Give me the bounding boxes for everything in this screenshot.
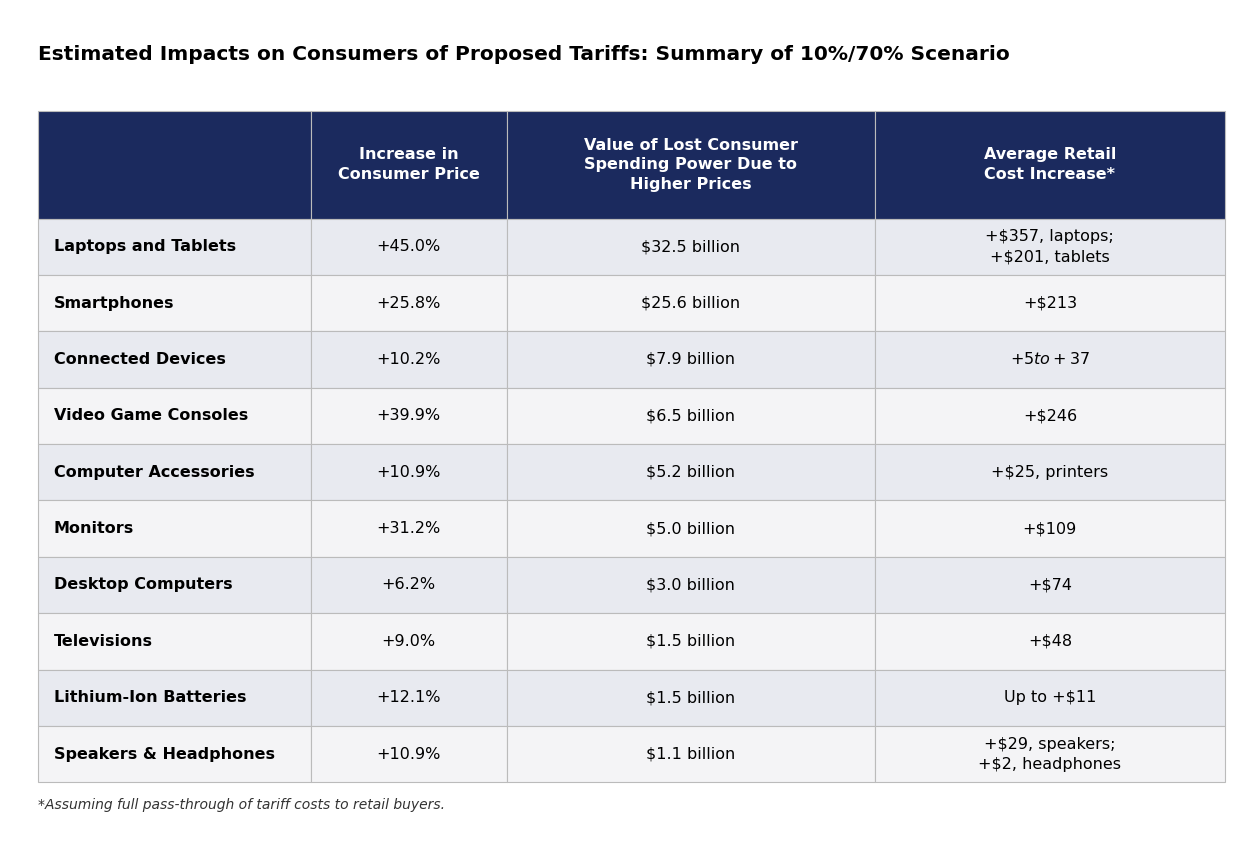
Bar (506, 500, 875, 557)
Bar (506, 331, 875, 387)
Bar (875, 219, 1225, 275)
Bar (875, 111, 1225, 219)
Text: $5.2 billion: $5.2 billion (646, 465, 735, 480)
Text: Monitors: Monitors (54, 521, 134, 536)
Text: +10.2%: +10.2% (376, 352, 441, 367)
Bar (310, 387, 506, 444)
Text: $1.5 billion: $1.5 billion (646, 690, 735, 705)
Text: Up to +$11: Up to +$11 (1004, 690, 1096, 705)
Bar (506, 219, 875, 275)
Text: +39.9%: +39.9% (376, 409, 441, 423)
Bar (38, 500, 310, 557)
Bar (875, 331, 1225, 387)
Bar (310, 331, 506, 387)
Bar (310, 613, 506, 669)
Text: +31.2%: +31.2% (376, 521, 441, 536)
Text: $6.5 billion: $6.5 billion (646, 409, 735, 423)
Bar (506, 111, 875, 219)
Bar (310, 444, 506, 500)
Text: +$25, printers: +$25, printers (991, 465, 1109, 480)
Bar (310, 500, 506, 557)
Bar (506, 669, 875, 726)
Bar (506, 275, 875, 331)
Bar (506, 557, 875, 613)
Bar (875, 387, 1225, 444)
Text: +$109: +$109 (1022, 521, 1078, 536)
Bar (506, 613, 875, 669)
Text: +$246: +$246 (1022, 409, 1078, 423)
Text: +6.2%: +6.2% (381, 577, 436, 593)
Text: +10.9%: +10.9% (376, 746, 441, 762)
Text: $25.6 billion: $25.6 billion (641, 296, 740, 310)
Text: +10.9%: +10.9% (376, 465, 441, 480)
Text: Televisions: Televisions (54, 634, 152, 649)
Text: *Assuming full pass-through of tariff costs to retail buyers.: *Assuming full pass-through of tariff co… (38, 798, 445, 811)
Text: $1.5 billion: $1.5 billion (646, 634, 735, 649)
Text: Estimated Impacts on Consumers of Proposed Tariffs: Summary of 10%/70% Scenario: Estimated Impacts on Consumers of Propos… (38, 45, 1009, 64)
Text: +$74: +$74 (1028, 577, 1071, 593)
Bar (310, 275, 506, 331)
Bar (506, 444, 875, 500)
Bar (38, 726, 310, 782)
Text: Value of Lost Consumer
Spending Power Due to
Higher Prices: Value of Lost Consumer Spending Power Du… (584, 138, 798, 192)
Bar (875, 726, 1225, 782)
Text: Connected Devices: Connected Devices (54, 352, 226, 367)
Text: $3.0 billion: $3.0 billion (646, 577, 735, 593)
Text: +45.0%: +45.0% (376, 239, 441, 254)
Text: $5.0 billion: $5.0 billion (646, 521, 735, 536)
Bar (875, 669, 1225, 726)
Text: +$213: +$213 (1022, 296, 1078, 310)
Bar (310, 726, 506, 782)
Text: $32.5 billion: $32.5 billion (641, 239, 740, 254)
Text: Speakers & Headphones: Speakers & Headphones (54, 746, 275, 762)
Bar (38, 111, 310, 219)
Bar (875, 500, 1225, 557)
Text: +$48: +$48 (1028, 634, 1072, 649)
Bar (875, 613, 1225, 669)
Text: +25.8%: +25.8% (376, 296, 441, 310)
Bar (38, 669, 310, 726)
Text: Increase in
Consumer Price: Increase in Consumer Price (338, 147, 480, 182)
Bar (38, 331, 310, 387)
Text: Smartphones: Smartphones (54, 296, 174, 310)
Bar (875, 275, 1225, 331)
Bar (38, 387, 310, 444)
Bar (875, 557, 1225, 613)
Text: $7.9 billion: $7.9 billion (646, 352, 735, 367)
Text: +12.1%: +12.1% (376, 690, 441, 705)
Text: Lithium-Ion Batteries: Lithium-Ion Batteries (54, 690, 246, 705)
Bar (38, 613, 310, 669)
Bar (875, 444, 1225, 500)
Bar (310, 111, 506, 219)
Bar (38, 444, 310, 500)
Bar (310, 557, 506, 613)
Text: Desktop Computers: Desktop Computers (54, 577, 233, 593)
Bar (506, 387, 875, 444)
Text: +$5 to +$37: +$5 to +$37 (1010, 351, 1090, 368)
Bar (38, 275, 310, 331)
Text: Video Game Consoles: Video Game Consoles (54, 409, 248, 423)
Bar (38, 219, 310, 275)
Text: Average Retail
Cost Increase*: Average Retail Cost Increase* (984, 147, 1116, 182)
Text: +9.0%: +9.0% (381, 634, 436, 649)
Text: $1.1 billion: $1.1 billion (646, 746, 735, 762)
Text: +$29, speakers;
+$2, headphones: +$29, speakers; +$2, headphones (979, 737, 1121, 771)
Text: +$357, laptops;
+$201, tablets: +$357, laptops; +$201, tablets (985, 229, 1114, 264)
Bar (310, 219, 506, 275)
Text: Laptops and Tablets: Laptops and Tablets (54, 239, 236, 254)
Text: Computer Accessories: Computer Accessories (54, 465, 255, 480)
Bar (38, 557, 310, 613)
Bar (310, 669, 506, 726)
Bar (506, 726, 875, 782)
